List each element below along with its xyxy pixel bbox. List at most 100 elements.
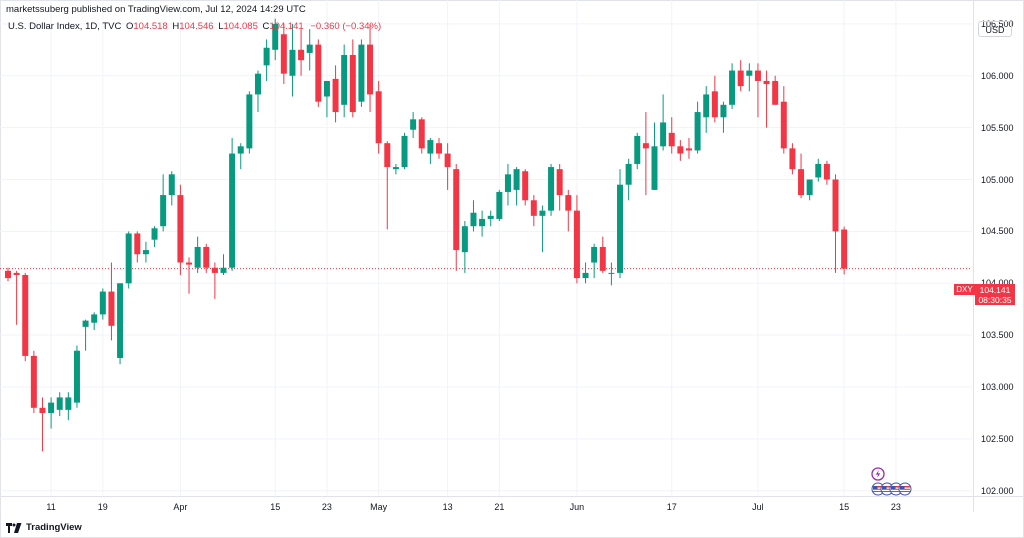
candle (91, 312, 98, 330)
candle (539, 205, 546, 253)
candle-body (349, 54, 356, 113)
candle (341, 44, 348, 118)
candle-body (211, 267, 218, 273)
candle (729, 63, 736, 109)
candle-body (754, 70, 761, 81)
ohlc-legend: U.S. Dollar Index, 1D, TVC O104.518 H104… (8, 21, 381, 32)
candle (108, 262, 115, 341)
high-value: 104.546 (179, 21, 214, 32)
candle (142, 241, 149, 263)
candle (832, 174, 839, 273)
candles (5, 18, 848, 452)
us-flag-events-icon[interactable] (870, 482, 914, 496)
candle (556, 163, 563, 211)
candle-body (254, 73, 261, 95)
candle (530, 195, 537, 227)
candle (504, 163, 511, 206)
candle (39, 397, 46, 452)
last-price-label: 104.141 08:30:35 (975, 284, 1015, 305)
time-tick-label: 23 (321, 502, 332, 512)
candle (470, 200, 477, 232)
candle-body (703, 94, 710, 118)
candle-body (651, 146, 658, 190)
tradingview-brand[interactable]: TradingView (6, 522, 82, 533)
candle (48, 397, 55, 429)
candle (211, 262, 218, 299)
event-flash-icon[interactable] (871, 467, 885, 481)
time-axis-border (0, 496, 1024, 497)
price-chart[interactable] (0, 0, 974, 496)
low-label: L (218, 21, 224, 32)
candle-body (194, 246, 201, 268)
candle-body (461, 226, 468, 253)
candle (358, 39, 365, 107)
candle (168, 171, 175, 206)
candle (737, 60, 744, 92)
candle (254, 70, 261, 113)
candle (177, 184, 184, 275)
candle (780, 86, 787, 154)
candle (392, 163, 399, 175)
candle (487, 210, 494, 227)
candle (375, 80, 382, 154)
candle-body (599, 246, 606, 271)
candle-body (280, 34, 287, 74)
candle-body (720, 104, 727, 118)
candle (496, 189, 503, 222)
change-value: −0.360 (−0.34%) (310, 21, 382, 32)
candle (56, 392, 63, 417)
time-tick-label: May (370, 502, 388, 512)
candle-body (729, 70, 736, 105)
candle (280, 23, 287, 85)
candle (436, 138, 442, 159)
candle-body (272, 23, 279, 50)
time-tick-label: 11 (46, 502, 56, 512)
currency-button[interactable]: USD (978, 21, 1012, 37)
candle-body (642, 143, 649, 149)
candle (272, 18, 279, 61)
candle (151, 226, 158, 247)
candle (634, 132, 641, 170)
candle (5, 267, 11, 282)
candle-body (470, 212, 477, 227)
candle (573, 195, 580, 284)
candle-body (504, 174, 511, 192)
tradingview-logo-icon (6, 522, 22, 533)
candle (220, 254, 227, 275)
candle (367, 23, 374, 113)
candle-body (401, 135, 408, 168)
candle (22, 272, 29, 362)
candle-body (91, 314, 98, 323)
candle (763, 70, 770, 128)
candle-body (565, 195, 572, 211)
brand-name: TradingView (26, 522, 82, 533)
candle-body (780, 101, 787, 149)
candle (513, 167, 520, 206)
candle (642, 112, 649, 196)
candle-body (668, 132, 675, 147)
candle-body (160, 195, 167, 227)
price-tick-label: 104.500 (981, 226, 1014, 237)
candle (134, 231, 141, 263)
candle (815, 158, 822, 182)
time-tick-label: 21 (494, 502, 505, 512)
candle (289, 23, 296, 97)
price-tick-label: 103.000 (981, 382, 1014, 393)
candle (13, 270, 20, 325)
candle (30, 350, 37, 413)
candle-body (99, 291, 106, 315)
price-tick-label: 105.500 (981, 122, 1014, 133)
candle-body (617, 184, 624, 273)
candle-body (108, 291, 115, 326)
candle (332, 65, 339, 123)
candle (711, 75, 718, 123)
symbol-name[interactable]: U.S. Dollar Index, 1D, TVC (8, 21, 122, 32)
candle-body (556, 169, 563, 196)
candle (427, 138, 434, 164)
candle-body (315, 44, 322, 102)
high-label: H (172, 21, 180, 32)
candle-body (39, 407, 46, 413)
price-tick-label: 102.000 (981, 485, 1014, 496)
candle (306, 29, 313, 71)
candle-body (56, 397, 63, 410)
